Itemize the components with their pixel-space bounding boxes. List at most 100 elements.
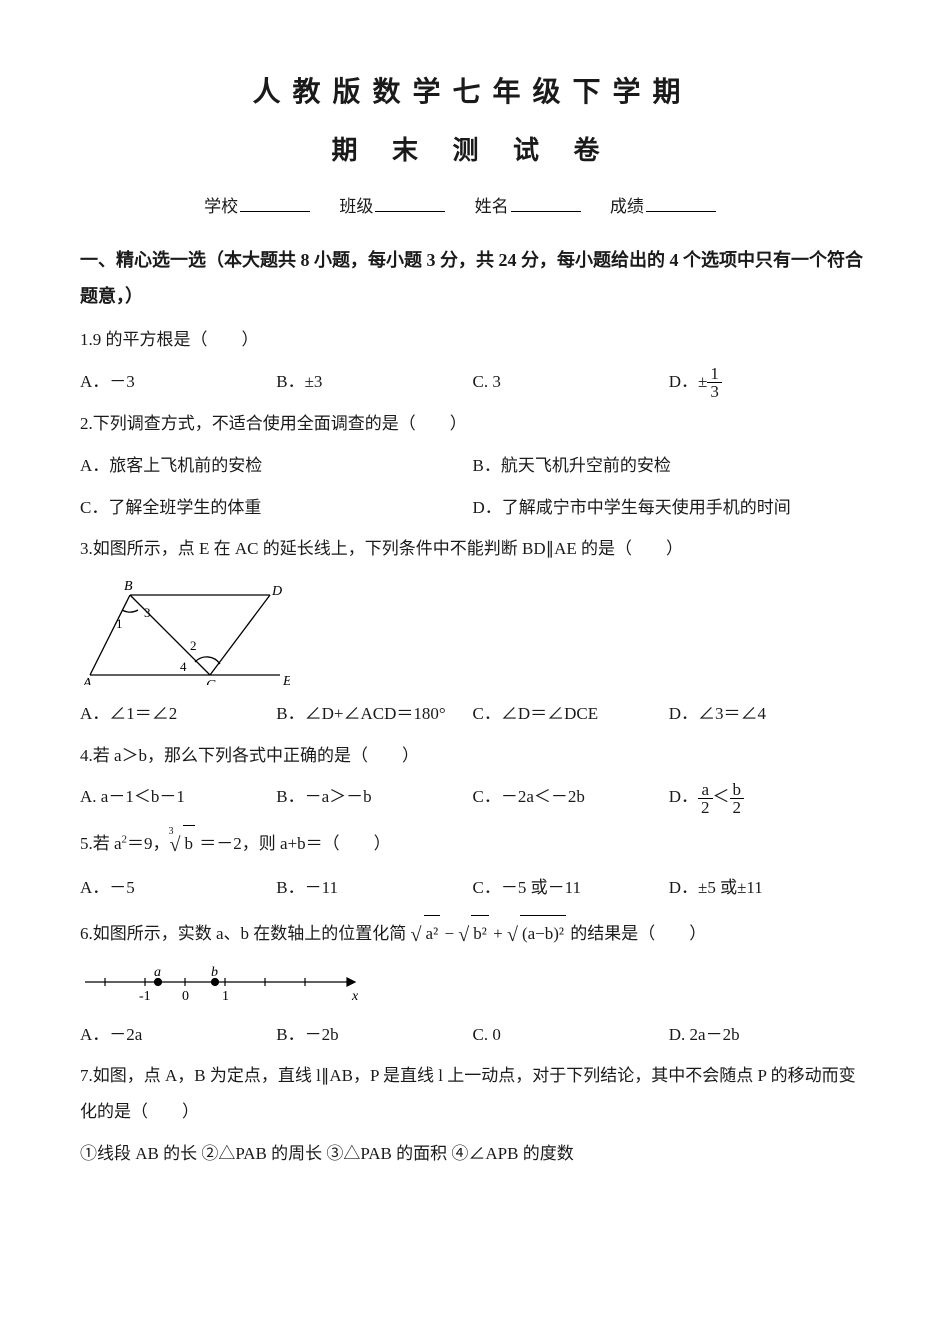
exam-page: 人教版数学七年级下学期 期 末 测 试 卷 学校 班级 姓名 成绩 一、精心选一…: [0, 0, 945, 1337]
q2-opt-b: B．航天飞机升空前的安检: [473, 448, 866, 484]
frac-num: a: [698, 781, 713, 799]
svg-text:x: x: [351, 989, 359, 1004]
radical-icon: √: [507, 914, 518, 956]
svg-text:0: 0: [182, 989, 189, 1004]
q4-opt-a: A. a－1＜b－1: [80, 779, 276, 816]
q5-opt-c: C．－5 或－11: [473, 870, 669, 906]
numberline-diagram: -1 0 1 a b x: [80, 964, 370, 1006]
q2-opt-c: C．了解全班学生的体重: [80, 490, 473, 526]
fraction: a2: [698, 781, 713, 816]
school-blank: [240, 195, 310, 212]
radical-icon: √: [458, 914, 469, 956]
q2-stem: 2.下列调查方式，不适合使用全面调查的是（ ）: [80, 406, 865, 442]
sqrt: √(a−b)²: [507, 912, 566, 954]
cube-root: 3√b: [170, 822, 195, 864]
frac-den: 2: [698, 799, 713, 816]
svg-text:C: C: [206, 678, 216, 685]
q6-options: A．－2a B．－2b C. 0 D. 2a－2b: [80, 1017, 865, 1053]
sqrt: √b²: [458, 912, 489, 954]
q6-numberline: -1 0 1 a b x: [80, 964, 865, 1011]
q6-p2: 的结果是（ ）: [566, 924, 706, 943]
section-1-head: 一、精心选一选（本大题共 8 小题，每小题 3 分，共 24 分，每小题给出的 …: [80, 242, 865, 314]
q1-d-prefix: D．±: [669, 372, 708, 391]
q2-opt-d: D．了解咸宁市中学生每天使用手机的时间: [473, 490, 866, 526]
score-label: 成绩: [610, 197, 644, 216]
q5-options: A．－5 B．－11 C．－5 或－11 D．±5 或±11: [80, 870, 865, 906]
q6-opt-d: D. 2a－2b: [669, 1017, 865, 1053]
name-label: 姓名: [475, 197, 509, 216]
info-row: 学校 班级 姓名 成绩: [80, 192, 865, 217]
frac-num: 1: [707, 365, 722, 383]
svg-text:a: a: [154, 965, 161, 980]
q5-opt-d: D．±5 或±11: [669, 870, 865, 906]
q2-opt-a: A．旅客上飞机前的安检: [80, 448, 473, 484]
radical-icon: √: [170, 824, 181, 866]
q1-opt-a: A．－3: [80, 364, 276, 401]
q3-opt-d: D．∠3＝∠4: [669, 696, 865, 732]
svg-text:1: 1: [116, 616, 123, 631]
svg-text:b: b: [211, 965, 218, 980]
q6-stem: 6.如图所示，实数 a、b 在数轴上的位置化简 √a² − √b² + √(a−…: [80, 912, 865, 954]
svg-text:D: D: [271, 584, 282, 599]
svg-text:A: A: [82, 676, 92, 685]
q3-stem: 3.如图所示，点 E 在 AC 的延长线上，下列条件中不能判断 BD∥AE 的是…: [80, 531, 865, 567]
q4-options: A. a－1＜b－1 B．－a＞－b C．－2a＜－2b D．a2＜b2: [80, 779, 865, 816]
q6-mid2: +: [489, 924, 507, 943]
q1-stem: 1.9 的平方根是（ ）: [80, 322, 865, 358]
q3-diagram: A B C D E 1 3 2 4: [80, 575, 865, 690]
radicand: b²: [471, 915, 489, 952]
frac-den: 3: [707, 383, 722, 400]
svg-text:3: 3: [144, 605, 151, 620]
frac-den: 2: [730, 799, 745, 816]
q5-p3: ＝－2，则 a+b＝（ ）: [195, 834, 391, 853]
svg-text:2: 2: [190, 638, 197, 653]
radicand: b: [183, 825, 196, 862]
q7-stem-l2: ①线段 AB 的长 ②△PAB 的周长 ③△PAB 的面积 ④∠APB 的度数: [80, 1136, 865, 1172]
svg-text:1: 1: [222, 989, 229, 1004]
svg-text:B: B: [124, 579, 133, 594]
q1-opt-c: C. 3: [473, 364, 669, 401]
svg-text:E: E: [282, 674, 290, 685]
class-label: 班级: [339, 197, 373, 216]
q3-options: A．∠1＝∠2 B．∠D+∠ACD＝180° C．∠D＝∠DCE D．∠3＝∠4: [80, 696, 865, 732]
q6-opt-c: C. 0: [473, 1017, 669, 1053]
q4-opt-d: D．a2＜b2: [669, 779, 865, 816]
q5-opt-b: B．－11: [276, 870, 472, 906]
q6-opt-a: A．－2a: [80, 1017, 276, 1053]
q5-p2: ＝9，: [127, 834, 170, 853]
class-blank: [375, 195, 445, 212]
name-blank: [511, 195, 581, 212]
q6-opt-b: B．－2b: [276, 1017, 472, 1053]
q3-opt-b: B．∠D+∠ACD＝180°: [276, 696, 472, 732]
q2-options-row2: C．了解全班学生的体重 D．了解咸宁市中学生每天使用手机的时间: [80, 490, 865, 526]
q6-p1: 6.如图所示，实数 a、b 在数轴上的位置化简: [80, 924, 411, 943]
fraction: 13: [707, 365, 722, 400]
q5-opt-a: A．－5: [80, 870, 276, 906]
q5-p1: 5.若 a: [80, 834, 122, 853]
score-blank: [646, 195, 716, 212]
q5-stem: 5.若 a2＝9，3√b ＝－2，则 a+b＝（ ）: [80, 822, 865, 864]
radicand: a²: [424, 915, 441, 952]
svg-text:4: 4: [180, 659, 187, 674]
q2-options-row1: A．旅客上飞机前的安检 B．航天飞机升空前的安检: [80, 448, 865, 484]
q4-d-mid: ＜: [713, 787, 730, 806]
q1-opt-b: B．±3: [276, 364, 472, 401]
title-sub: 期 末 测 试 卷: [80, 130, 865, 167]
q4-opt-c: C．－2a＜－2b: [473, 779, 669, 816]
q6-mid1: −: [440, 924, 458, 943]
title-main: 人教版数学七年级下学期: [80, 70, 865, 110]
sqrt: √a²: [411, 912, 441, 954]
q3-opt-c: C．∠D＝∠DCE: [473, 696, 669, 732]
q4-stem: 4.若 a＞b，那么下列各式中正确的是（ ）: [80, 738, 865, 774]
q4-d-prefix: D．: [669, 787, 698, 806]
fraction: b2: [730, 781, 745, 816]
radical-icon: √: [411, 914, 422, 956]
q4-opt-b: B．－a＞－b: [276, 779, 472, 816]
q1-options: A．－3 B．±3 C. 3 D．±13: [80, 364, 865, 401]
svg-text:-1: -1: [139, 989, 151, 1004]
geometry-diagram: A B C D E 1 3 2 4: [80, 575, 290, 685]
radicand: (a−b)²: [520, 915, 566, 952]
school-label: 学校: [204, 197, 238, 216]
q7-stem-l1: 7.如图，点 A，B 为定点，直线 l∥AB，P 是直线 l 上一动点，对于下列…: [80, 1058, 865, 1129]
frac-num: b: [730, 781, 745, 799]
